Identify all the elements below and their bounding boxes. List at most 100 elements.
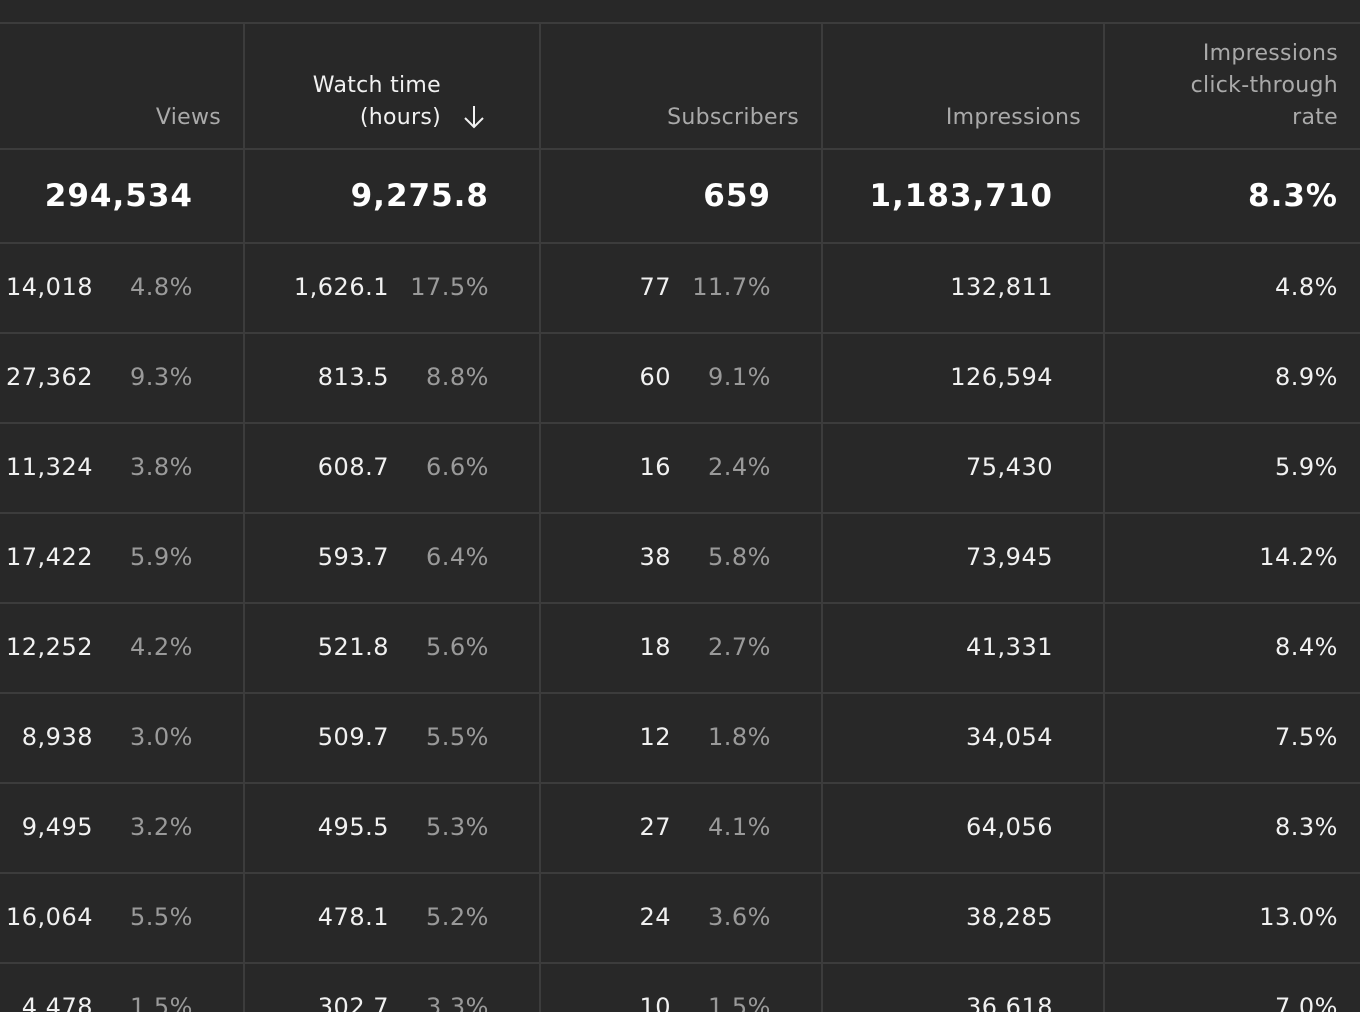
table-row[interactable]: 14,018 4.8% 1,626.1 17.5% 77 11.7% 132,811 4.8% [0, 244, 1360, 334]
views-percent: 5.9% [130, 543, 193, 571]
views-value: 8,938 [21, 723, 93, 751]
table-row[interactable]: 16,064 5.5% 478.1 5.2% 24 3.6% 38,285 13.0% [0, 874, 1360, 964]
ctr-value: 14.2% [1259, 543, 1338, 571]
watch-time-value: 478.1 [317, 903, 389, 931]
table-row[interactable]: 8,938 3.0% 509.7 5.5% 12 1.8% 34,054 7.5% [0, 694, 1360, 784]
ctr-cell: 5.9% [1105, 424, 1360, 512]
views-percent: 3.0% [130, 723, 193, 751]
views-percent: 3.8% [130, 453, 193, 481]
subscribers-percent: 2.7% [708, 633, 771, 661]
views-cell: 8,938 3.0% [0, 694, 245, 782]
total-subscribers-cell: 659 [541, 150, 823, 242]
impressions-value: 38,285 [966, 903, 1053, 931]
ctr-cell: 4.8% [1105, 244, 1360, 332]
header-views-label: Views [155, 105, 221, 130]
watch-time-value: 509.7 [317, 723, 389, 751]
total-views-cell: 294,534 [0, 150, 245, 242]
subscribers-percent: 1.5% [708, 993, 771, 1012]
watch-time-percent: 8.8% [426, 363, 489, 391]
views-cell: 17,422 5.9% [0, 514, 245, 602]
subscribers-value: 12 [639, 723, 671, 751]
table-row[interactable]: 9,495 3.2% 495.5 5.3% 27 4.1% 64,056 8.3% [0, 784, 1360, 874]
subscribers-cell: 10 1.5% [541, 964, 823, 1012]
views-value: 11,324 [6, 453, 93, 481]
views-percent: 9.3% [130, 363, 193, 391]
impressions-cell: 36,618 [823, 964, 1105, 1012]
arrow-down-icon[interactable] [461, 104, 487, 130]
watch-time-percent: 5.3% [426, 813, 489, 841]
header-ctr[interactable]: Impressions click-through rate [1105, 24, 1360, 148]
header-watch-time[interactable]: Watch time (hours) [245, 24, 541, 148]
total-impressions: 1,183,710 [869, 178, 1053, 214]
total-ctr-cell: 8.3% [1105, 150, 1360, 242]
watch-time-percent: 5.2% [426, 903, 489, 931]
table-row[interactable]: 27,362 9.3% 813.5 8.8% 60 9.1% 126,594 8.9% [0, 334, 1360, 424]
subscribers-value: 60 [639, 363, 671, 391]
views-cell: 12,252 4.2% [0, 604, 245, 692]
watch-time-percent: 5.6% [426, 633, 489, 661]
impressions-value: 126,594 [950, 363, 1053, 391]
ctr-value: 4.8% [1275, 273, 1338, 301]
total-views: 294,534 [44, 178, 193, 214]
impressions-value: 132,811 [950, 273, 1053, 301]
impressions-cell: 34,054 [823, 694, 1105, 782]
impressions-cell: 64,056 [823, 784, 1105, 872]
subscribers-percent: 2.4% [708, 453, 771, 481]
subscribers-cell: 12 1.8% [541, 694, 823, 782]
watch-time-value: 1,626.1 [293, 273, 389, 301]
total-subscribers: 659 [703, 178, 771, 214]
ctr-cell: 7.5% [1105, 694, 1360, 782]
total-watch-time: 9,275.8 [350, 178, 489, 214]
ctr-cell: 14.2% [1105, 514, 1360, 602]
header-watch-time-line2: (hours) [359, 105, 441, 130]
subscribers-percent: 5.8% [708, 543, 771, 571]
subscribers-cell: 18 2.7% [541, 604, 823, 692]
header-watch-time-line1: Watch time [312, 73, 441, 98]
totals-row: 294,534 9,275.8 659 1,183,710 8.3% [0, 150, 1360, 244]
views-percent: 1.5% [130, 993, 193, 1012]
table-row[interactable]: 17,422 5.9% 593.7 6.4% 38 5.8% 73,945 14.2% [0, 514, 1360, 604]
subscribers-value: 27 [639, 813, 671, 841]
ctr-value: 13.0% [1259, 903, 1338, 931]
views-percent: 4.2% [130, 633, 193, 661]
watch-time-percent: 17.5% [410, 273, 489, 301]
impressions-value: 41,331 [966, 633, 1053, 661]
impressions-value: 73,945 [966, 543, 1053, 571]
views-cell: 9,495 3.2% [0, 784, 245, 872]
header-subscribers[interactable]: Subscribers [541, 24, 823, 148]
subscribers-percent: 3.6% [708, 903, 771, 931]
total-impressions-cell: 1,183,710 [823, 150, 1105, 242]
watch-time-value: 302.7 [317, 993, 389, 1012]
views-value: 12,252 [6, 633, 93, 661]
watch-time-value: 813.5 [317, 363, 389, 391]
ctr-cell: 13.0% [1105, 874, 1360, 962]
table-row[interactable]: 12,252 4.2% 521.8 5.6% 18 2.7% 41,331 8.4% [0, 604, 1360, 694]
views-value: 4,478 [21, 993, 93, 1012]
table-row[interactable]: 11,324 3.8% 608.7 6.6% 16 2.4% 75,430 5.9% [0, 424, 1360, 514]
subscribers-percent: 4.1% [708, 813, 771, 841]
ctr-cell: 8.9% [1105, 334, 1360, 422]
watch-time-percent: 5.5% [426, 723, 489, 751]
views-cell: 11,324 3.8% [0, 424, 245, 512]
table-row[interactable]: 4,478 1.5% 302.7 3.3% 10 1.5% 36,618 7.0% [0, 964, 1360, 1012]
subscribers-cell: 60 9.1% [541, 334, 823, 422]
subscribers-value: 77 [639, 273, 671, 301]
watch-time-cell: 813.5 8.8% [245, 334, 541, 422]
watch-time-percent: 6.6% [426, 453, 489, 481]
subscribers-cell: 38 5.8% [541, 514, 823, 602]
ctr-value: 8.4% [1275, 633, 1338, 661]
total-ctr: 8.3% [1248, 178, 1338, 214]
impressions-value: 34,054 [966, 723, 1053, 751]
table-top-border [0, 0, 1360, 24]
header-impressions[interactable]: Impressions [823, 24, 1105, 148]
views-cell: 4,478 1.5% [0, 964, 245, 1012]
watch-time-value: 593.7 [317, 543, 389, 571]
views-value: 17,422 [6, 543, 93, 571]
header-subscribers-label: Subscribers [667, 105, 799, 130]
watch-time-cell: 521.8 5.6% [245, 604, 541, 692]
watch-time-value: 521.8 [317, 633, 389, 661]
watch-time-cell: 478.1 5.2% [245, 874, 541, 962]
header-views[interactable]: Views [0, 24, 245, 148]
ctr-value: 5.9% [1275, 453, 1338, 481]
